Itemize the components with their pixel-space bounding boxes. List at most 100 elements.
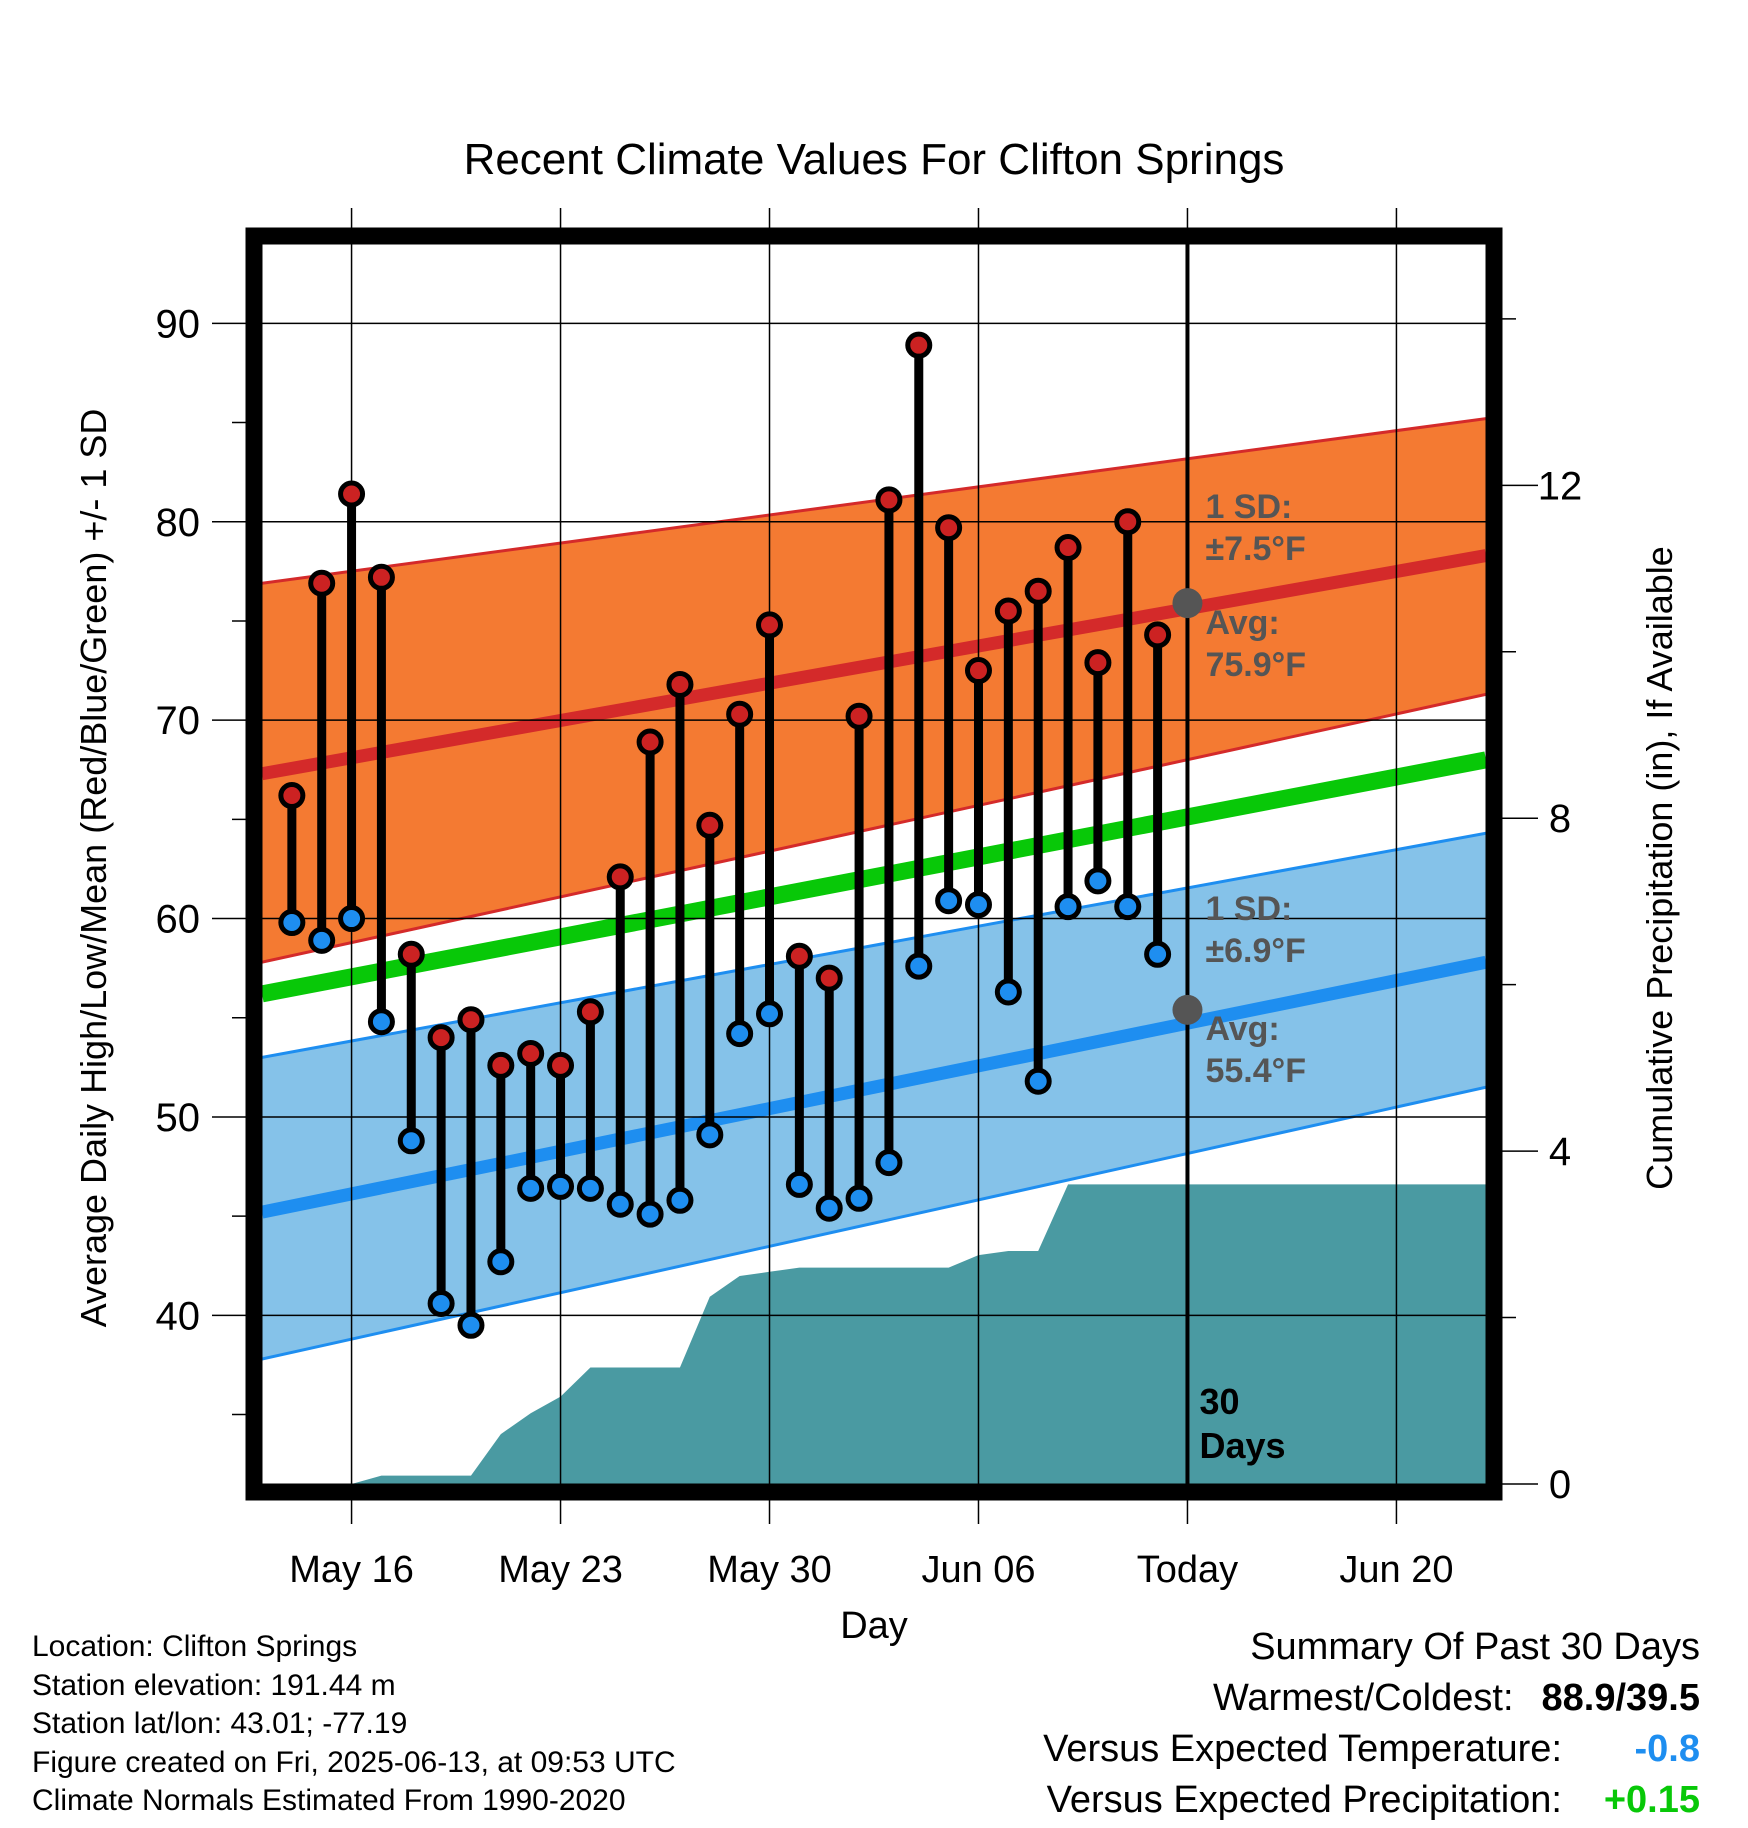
high-temp-point: [547, 1051, 575, 1079]
chart-title: Recent Climate Values For Clifton Spring…: [464, 135, 1285, 184]
low-temp-point: [367, 1008, 395, 1036]
normal-high-upper-edge: [262, 417, 1486, 585]
normal-low-band: [262, 833, 1486, 1360]
normal-mean-line: [262, 751, 1486, 1003]
low-avg-marker: [1172, 994, 1203, 1025]
plot-area: 1 SD: ±7.5°F Avg: 75.9°F 1 SD: ±6.9°F Avg: 55.4…: [262, 244, 1486, 1484]
days-word-label: Days: [1199, 1425, 1285, 1466]
high-temp-point: [905, 331, 933, 359]
low-temp-point: [964, 891, 992, 919]
low-temp-point: [576, 1174, 604, 1202]
high-temp-point: [1084, 649, 1112, 677]
high-temp-point: [935, 514, 963, 542]
low-temp-point: [278, 909, 306, 937]
latlon-text: Station lat/lon: 43.01; -77.19: [32, 1707, 408, 1740]
precip-label: Versus Expected Precipitation:: [1046, 1779, 1562, 1821]
low-temp-point: [935, 887, 963, 915]
warm-cold-label: Warmest/Coldest:: [1212, 1677, 1514, 1719]
low-temp-point: [397, 1127, 425, 1155]
high-temp-point: [457, 1006, 485, 1034]
summary-panel: Summary Of Past 30 Days Warmest/Coldest:…: [1043, 1622, 1700, 1826]
precip-anomaly-value: +0.15: [1603, 1779, 1700, 1821]
high-temp-point: [576, 998, 604, 1026]
normal-low-line: [262, 955, 1486, 1219]
high-temp-point: [367, 563, 395, 591]
summary-precip-row: Versus Expected Precipitation: +0.15: [1043, 1775, 1700, 1826]
y-tick-label: 40: [156, 1294, 201, 1338]
low-avg-label: Avg:: [1205, 1010, 1279, 1048]
summary-title: Summary Of Past 30 Days: [1250, 1626, 1700, 1668]
high-temp-point: [756, 611, 784, 639]
low-temp-point: [547, 1172, 575, 1200]
x-tick-label: Jun 20: [1339, 1549, 1453, 1591]
low-temp-point: [1144, 940, 1172, 968]
low-temp-point: [1024, 1067, 1052, 1095]
low-temp-point: [1084, 867, 1112, 895]
low-temp-point: [1054, 893, 1082, 921]
y-tick-label: 80: [156, 501, 201, 545]
high-temp-point: [427, 1024, 455, 1052]
high-temp-point: [1054, 534, 1082, 562]
y-tick-label: 50: [156, 1096, 201, 1140]
high-temp-point: [487, 1051, 515, 1079]
low-temp-point: [875, 1149, 903, 1177]
low-avg-value: 55.4°F: [1205, 1052, 1306, 1090]
high-temp-point: [1144, 621, 1172, 649]
low-temp-point: [785, 1170, 813, 1198]
plot-inner: 1 SD: ±7.5°F Avg: 75.9°F 1 SD: ±6.9°F Avg: 55.4…: [262, 244, 1486, 1484]
high-temp-point: [666, 670, 694, 698]
location-text: Location: Clifton Springs: [32, 1630, 358, 1663]
temp-label: Versus Expected Temperature:: [1043, 1728, 1562, 1770]
x-tick-label: May 16: [289, 1549, 414, 1591]
warm-cold-value: 88.9/39.5: [1541, 1677, 1700, 1719]
high-temp-point: [636, 728, 664, 756]
y2-tick-label: 0: [1549, 1463, 1571, 1507]
high-temp-point: [606, 863, 634, 891]
high-temp-point: [1024, 577, 1052, 605]
low-temp-point: [338, 905, 366, 933]
low-temp-point: [994, 978, 1022, 1006]
low-temp-point: [815, 1194, 843, 1222]
elevation-text: Station elevation: 191.44 m: [32, 1668, 396, 1702]
high-temp-point: [964, 657, 992, 685]
low-temp-point: [517, 1174, 545, 1202]
normal-high-line: [262, 549, 1486, 781]
x-tick-label: May 30: [707, 1549, 832, 1591]
high-temp-point: [278, 782, 306, 810]
y2-tick-label: 8: [1549, 797, 1571, 841]
low-temp-point: [905, 952, 933, 980]
high-temp-point: [875, 486, 903, 514]
y-tick-label: 60: [156, 898, 201, 942]
high-sd-label: 1 SD:: [1205, 488, 1292, 526]
x-tick-label: Jun 06: [921, 1549, 1035, 1591]
axes: 40 50 60 70 80 90 0 4 8 12 May 16 May 23 May 30 Jun 0…: [156, 208, 1582, 1591]
high-temp-point: [338, 480, 366, 508]
y-axis-label: Average Daily High/Low/Mean (Red/Blue/Gr…: [73, 409, 114, 1328]
summary-warm-cold-row: Warmest/Coldest: 88.9/39.5: [1043, 1673, 1700, 1724]
normal-high-lower-edge: [262, 692, 1486, 964]
precipitation-area: [262, 1184, 1486, 1484]
days-count-label: 30: [1199, 1381, 1239, 1422]
summary-temp-row: Versus Expected Temperature: -0.8: [1043, 1724, 1700, 1775]
low-temp-point: [666, 1186, 694, 1214]
x-axis-label: Day: [840, 1605, 908, 1647]
x-tick-label: Today: [1137, 1549, 1238, 1591]
high-avg-label: Avg:: [1205, 604, 1279, 642]
low-temp-point: [1114, 893, 1142, 921]
high-temp-point: [517, 1039, 545, 1067]
low-sd-label: 1 SD:: [1205, 890, 1292, 928]
high-temp-point: [696, 811, 724, 839]
high-temp-point: [726, 700, 754, 728]
y-tick-label: 70: [156, 699, 201, 743]
high-temp-point: [785, 942, 813, 970]
high-avg-marker: [1172, 588, 1203, 619]
high-temp-point: [845, 702, 873, 730]
low-temp-point: [427, 1289, 455, 1317]
high-temp-point: [994, 597, 1022, 625]
low-temp-point: [606, 1190, 634, 1218]
temp-anomaly-value: -0.8: [1634, 1728, 1700, 1770]
x-tick-label: May 23: [498, 1549, 623, 1591]
high-temp-point: [815, 964, 843, 992]
normal-high-band: [262, 418, 1486, 963]
